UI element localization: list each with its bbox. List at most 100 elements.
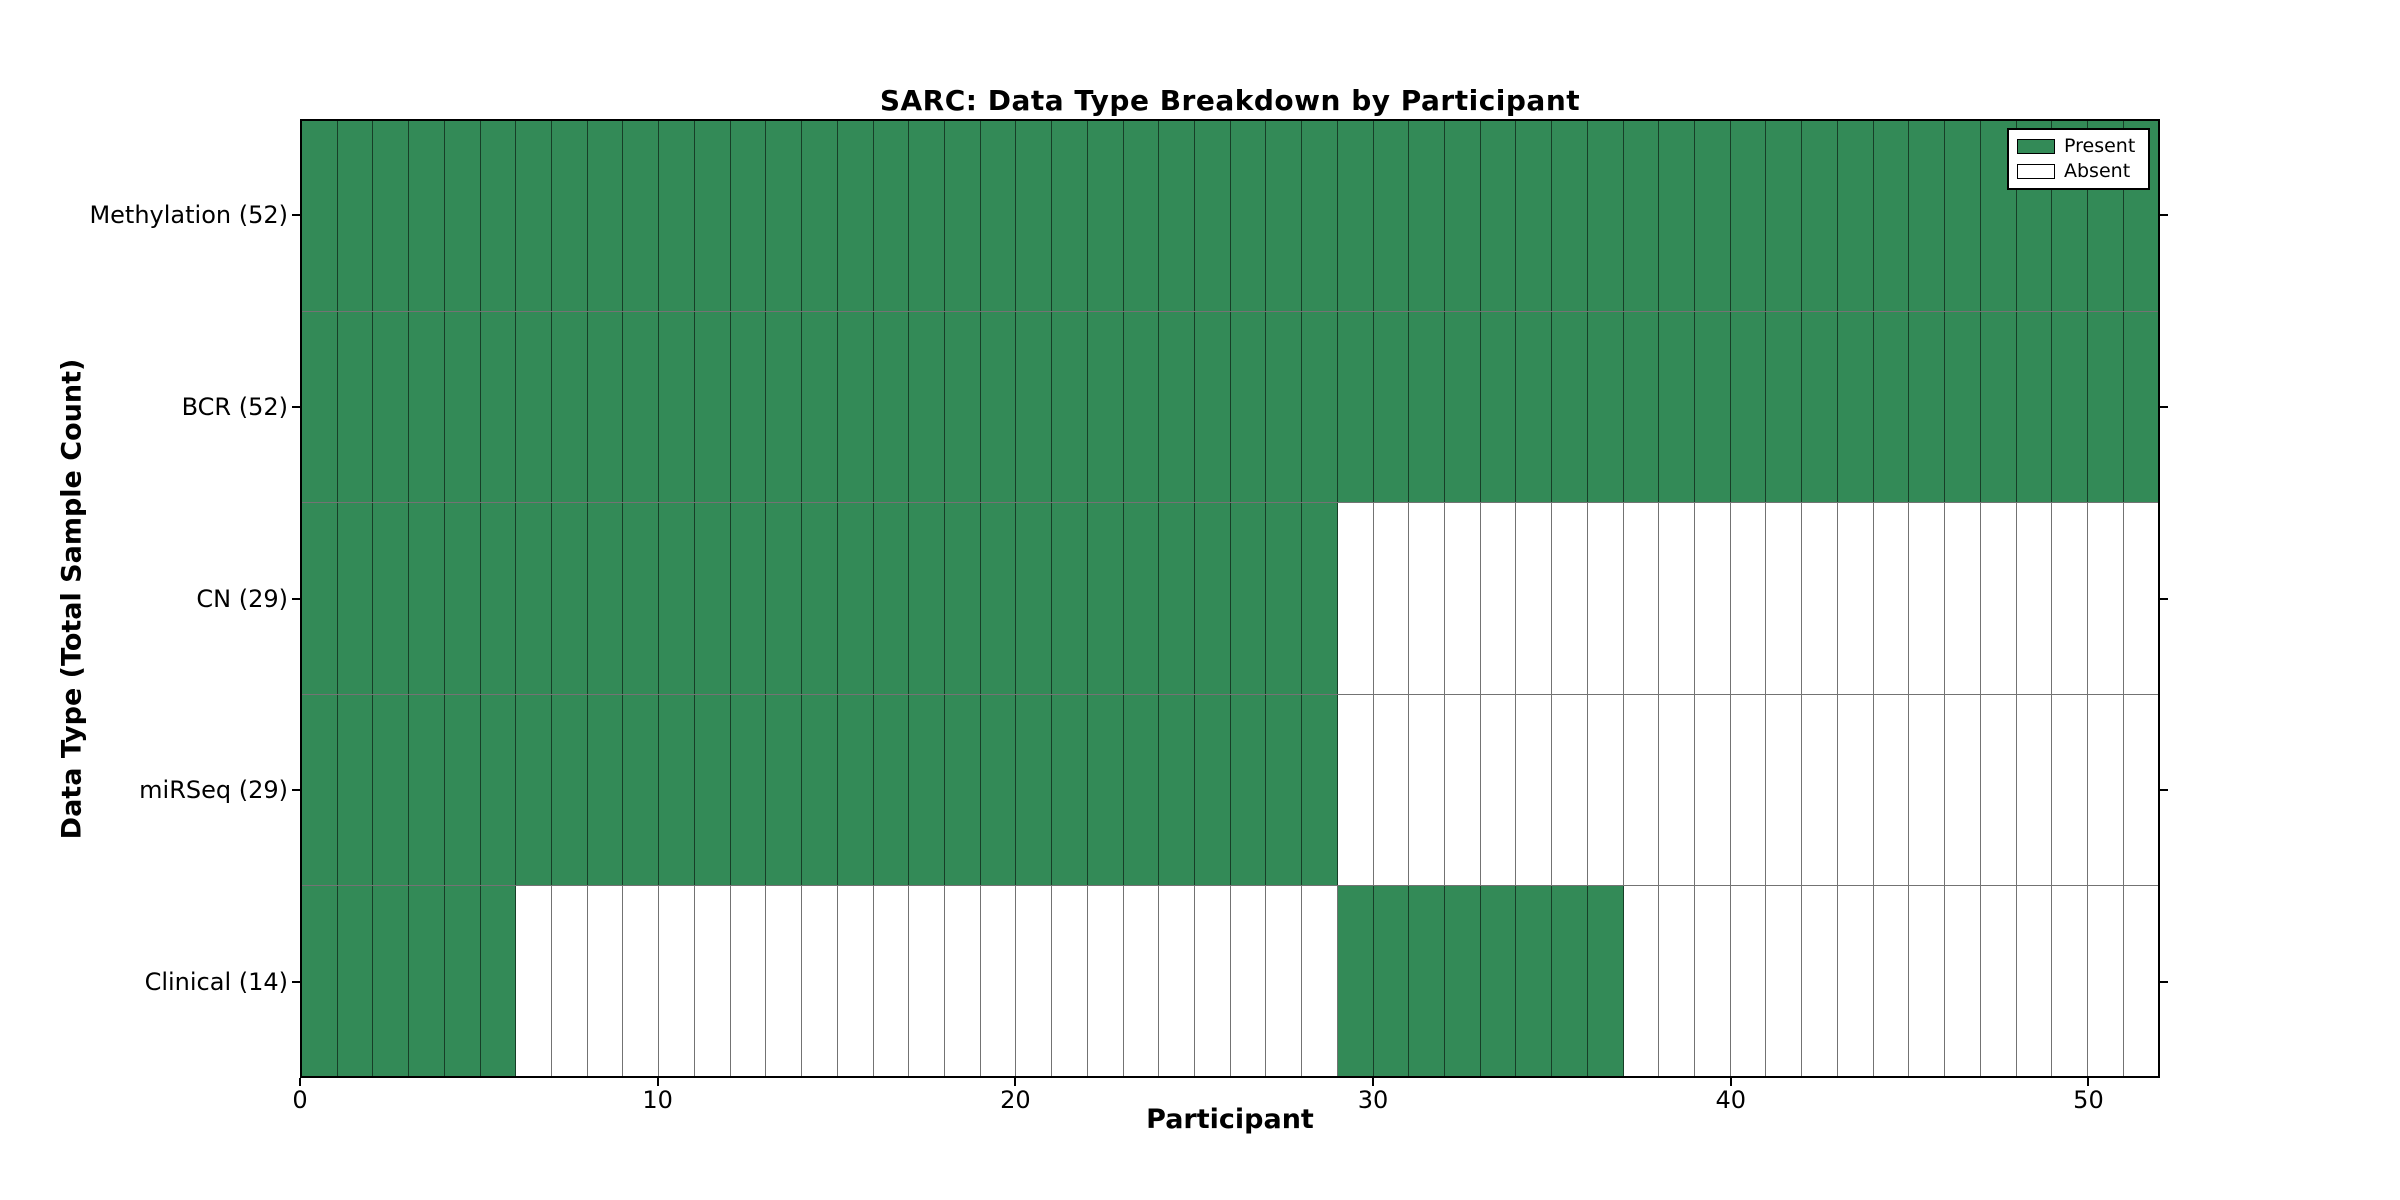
heatmap-cell [444,503,481,694]
heatmap-cell [1516,694,1553,885]
heatmap-cell [1266,694,1303,885]
heatmap-cell [1802,312,1838,503]
heatmap-cell [909,503,945,694]
heatmap-cell [1766,885,1803,1077]
heatmap-row-bcr [302,312,2159,504]
heatmap-cell [1194,885,1231,1077]
heatmap-cell [1087,694,1124,885]
heatmap-cell [1766,694,1803,885]
heatmap-cell [1445,885,1481,1077]
x-tick [1372,1078,1375,1086]
heatmap-cell [802,885,838,1077]
heatmap-cell [1587,312,1624,503]
legend: Present Absent [2007,128,2150,190]
heatmap-cell [337,312,374,503]
heatmap-cell [1516,312,1553,503]
y-tick-label-clinical: Clinical (14) [144,968,288,997]
heatmap-cell [837,312,874,503]
heatmap-cell [1945,121,1981,312]
heatmap-cell [1659,694,1696,885]
heatmap-cell [2016,312,2053,503]
y-tick-left [292,789,300,792]
heatmap-cell [2123,312,2159,503]
heatmap-cell [1516,121,1553,312]
heatmap-cell [1409,694,1445,885]
heatmap-cell [909,121,945,312]
heatmap-cell [409,121,445,312]
heatmap-cell [837,503,874,694]
heatmap-cell [694,121,731,312]
heatmap-cell [623,312,660,503]
heatmap-cell [730,885,767,1077]
heatmap-cell [1194,503,1231,694]
heatmap-cell [1373,885,1410,1077]
legend-swatch-absent [2017,163,2055,179]
heatmap-cell [944,121,981,312]
heatmap-cell [1909,694,1946,885]
heatmap-cell [1123,121,1160,312]
heatmap-cell [302,503,338,694]
heatmap-cell [373,503,410,694]
heatmap-cell [1052,694,1088,885]
heatmap-cell [1159,312,1195,503]
heatmap-cell [623,885,660,1077]
heatmap-cell [694,503,731,694]
heatmap-cell [337,885,374,1077]
y-tick-left [292,213,300,216]
x-tick [1729,1078,1732,1086]
x-tick-label-10: 10 [642,1086,673,1114]
heatmap-cell [2016,694,2053,885]
heatmap-cell [373,312,410,503]
heatmap-cell [1552,121,1588,312]
heatmap-cell [373,694,410,885]
heatmap-cell [1337,503,1374,694]
heatmap-cell [1159,885,1195,1077]
y-tick-right [2160,981,2168,984]
heatmap-cell [1373,694,1410,885]
heatmap-cell [659,121,695,312]
y-tick-left [292,405,300,408]
heatmap-cell [1837,885,1874,1077]
x-tick-label-0: 0 [292,1086,308,1114]
heatmap-cell [1802,694,1838,885]
heatmap-cell [337,121,374,312]
heatmap-cell [1802,121,1838,312]
heatmap-cell [659,312,695,503]
heatmap-cell [1695,312,1731,503]
heatmap-cell [1552,503,1588,694]
heatmap-cell [1337,885,1374,1077]
heatmap-cell [1230,121,1267,312]
legend-swatch-present [2017,139,2055,155]
heatmap-cell [873,694,910,885]
heatmap-cell [1123,503,1160,694]
heatmap-cell [2087,694,2124,885]
heatmap-cell [1302,694,1338,885]
heatmap-cell [1052,312,1088,503]
heatmap-cell [2123,885,2159,1077]
heatmap-cell [337,694,374,885]
x-tick-label-20: 20 [1000,1086,1031,1114]
heatmap-cell [980,694,1017,885]
heatmap-cell [1409,121,1445,312]
y-tick-right [2160,789,2168,792]
heatmap-cell [802,503,838,694]
heatmap-cell [766,694,803,885]
heatmap-cell [1730,885,1767,1077]
heatmap-cell [873,121,910,312]
heatmap-cell [1659,885,1696,1077]
heatmap-cell [1552,885,1588,1077]
x-tick [2087,1078,2090,1086]
heatmap-cell [1980,312,2017,503]
x-tick-label-30: 30 [1357,1086,1389,1114]
heatmap-cell [1587,885,1624,1077]
heatmap-cell [1087,885,1124,1077]
heatmap-cell [694,312,731,503]
heatmap-cell [2052,694,2088,885]
heatmap-cell [302,121,338,312]
heatmap-cell [587,694,624,885]
heatmap-cell [1873,503,1910,694]
heatmap-cell [1945,694,1981,885]
heatmap-cell [1659,503,1696,694]
y-tick-right [2160,405,2168,408]
